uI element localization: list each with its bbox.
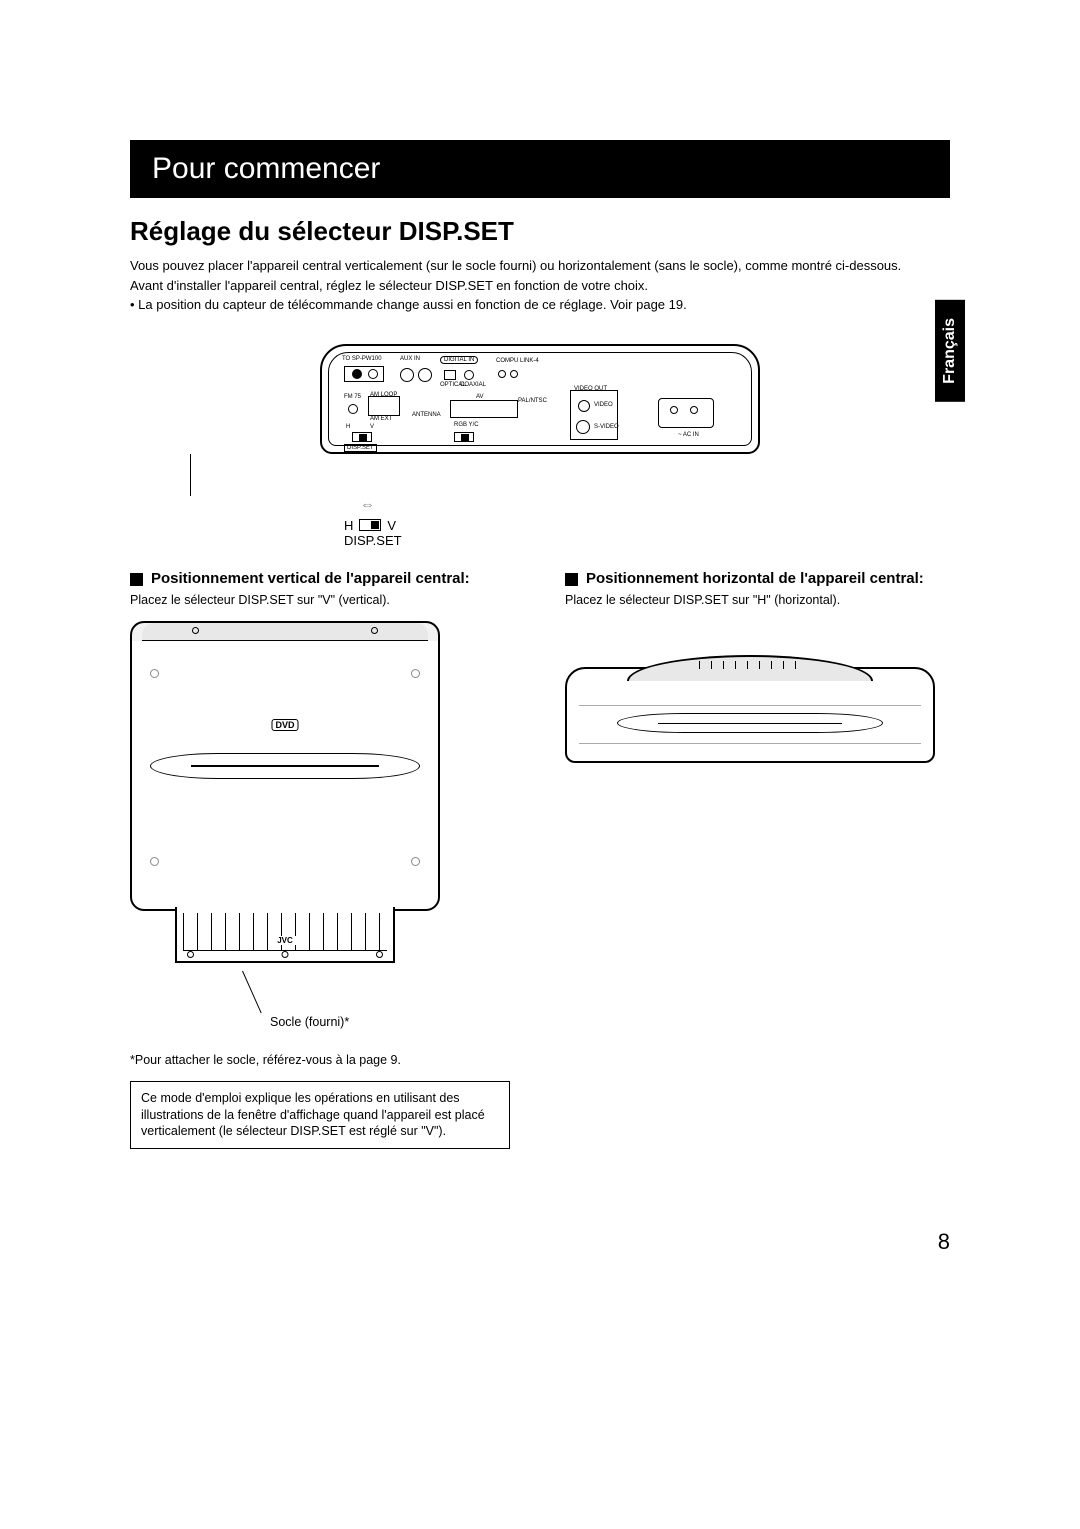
square-bullet-icon [130, 573, 143, 586]
horizontal-heading: Positionnement horizontal de l'appareil … [586, 570, 924, 587]
square-bullet-icon [565, 573, 578, 586]
dispset-switch-icon [359, 519, 381, 531]
page-number: 8 [130, 1229, 950, 1255]
port-label: FM 75 [344, 394, 361, 400]
intro-line: Vous pouvez placer l'appareil central ve… [130, 257, 950, 275]
socle-footnote: *Pour attacher le socle, référez-vous à … [130, 1053, 515, 1067]
port-label: PAL/NTSC [518, 398, 547, 404]
port-label: DIGITAL IN [440, 356, 478, 364]
socle-callout: Socle (fourni)* [130, 975, 515, 1035]
horizontal-unit-figure [565, 667, 935, 763]
note-box: Ce mode d'emploi explique les opérations… [130, 1081, 510, 1150]
port-label: AM EXT [370, 416, 392, 422]
vertical-unit-figure: DVD JVC [130, 621, 440, 963]
port-label: RGB Y/C [454, 422, 479, 428]
arrow-icon: ⇔ [360, 496, 373, 513]
intro-block: Vous pouvez placer l'appareil central ve… [130, 257, 950, 314]
port-label: S-VIDEO [594, 424, 619, 430]
hv-v: V [387, 518, 396, 533]
dvd-badge: DVD [271, 719, 298, 731]
vertical-desc: Placez le sélecteur DISP.SET sur "V" (ve… [130, 593, 515, 607]
port-label: AUX IN [400, 356, 420, 362]
port-label: COAXIAL [460, 382, 486, 388]
vertical-heading: Positionnement vertical de l'appareil ce… [151, 570, 470, 587]
intro-line: • La position du capteur de télécommande… [130, 296, 950, 314]
left-column: Positionnement vertical de l'appareil ce… [130, 570, 515, 1150]
port-label: COMPU LINK-4 [496, 358, 539, 364]
right-column: Positionnement horizontal de l'appareil … [565, 570, 950, 1150]
intro-line: Avant d'installer l'appareil central, ré… [130, 277, 950, 295]
port-label: TO SP-PW100 [342, 356, 382, 362]
rear-panel-figure: TO SP-PW100 AUX IN DIGITAL IN COMPU LINK… [130, 344, 950, 550]
hv-label: V [370, 424, 374, 430]
manual-page: Pour commencer Réglage du sélecteur DISP… [0, 0, 1080, 1529]
port-label: ANTENNA [412, 412, 441, 418]
section-title: Réglage du sélecteur DISP.SET [130, 216, 950, 247]
socle-label: Socle (fourni)* [270, 1015, 349, 1029]
dispset-caption: DISP.SET [344, 533, 760, 548]
language-tab: Français [935, 300, 965, 402]
dispset-box-label: DISP.SET [344, 444, 377, 452]
section-banner: Pour commencer [130, 140, 950, 198]
horizontal-desc: Placez le sélecteur DISP.SET sur "H" (ho… [565, 593, 950, 607]
port-label: AM LOOP [370, 392, 397, 398]
port-label: AV [476, 394, 484, 400]
hv-h: H [344, 518, 353, 533]
hv-label: H [346, 424, 350, 430]
port-label: VIDEO OUT [574, 386, 607, 392]
port-label: ~ AC IN [678, 432, 699, 438]
port-label: VIDEO [594, 402, 613, 408]
jvc-label: JVC [274, 936, 296, 945]
